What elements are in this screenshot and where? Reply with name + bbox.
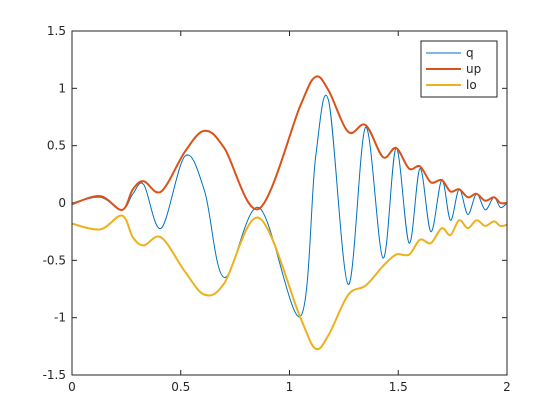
line-up: [71, 75, 508, 211]
legend-label: lo: [466, 78, 477, 92]
y-tick-label: -1: [54, 311, 66, 325]
line-q: [71, 94, 508, 318]
x-tick-label: 1: [286, 380, 294, 394]
x-tick-label: 0: [68, 380, 76, 394]
axes-box: [71, 30, 508, 376]
y-tick-label: 0: [58, 196, 66, 210]
x-tick-label: 1.5: [389, 380, 408, 394]
line-lo: [71, 214, 508, 351]
legend-box: [420, 40, 498, 98]
legend-label: q: [466, 46, 474, 60]
x-tick-label: 0.5: [171, 380, 190, 394]
plot-area: [72, 31, 507, 375]
y-tick-label: 1: [58, 81, 66, 95]
legend-label: up: [466, 62, 481, 76]
y-tick-label: -1.5: [43, 368, 66, 382]
y-tick-label: -0.5: [43, 253, 66, 267]
y-tick-label: 1.5: [47, 24, 66, 38]
y-tick-label: 0.5: [47, 139, 66, 153]
x-tick-label: 2: [503, 380, 511, 394]
